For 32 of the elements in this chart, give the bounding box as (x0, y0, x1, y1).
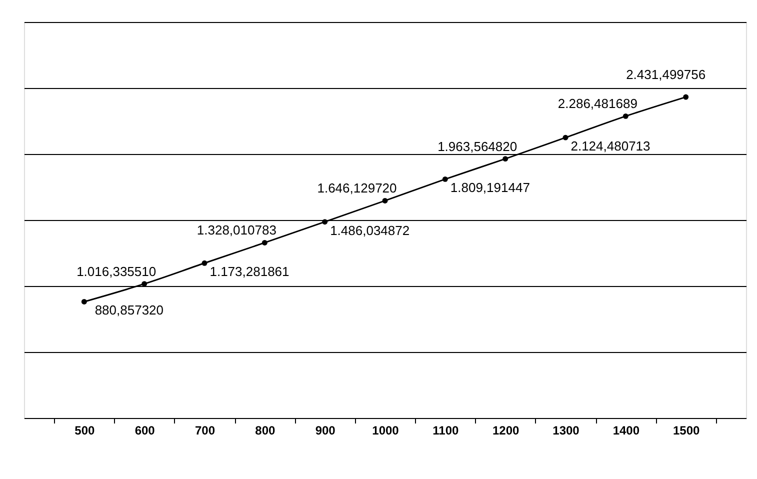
data-label: 1.963,564820 (438, 138, 518, 154)
point (442, 176, 448, 182)
point (262, 240, 268, 246)
data-label: 880,857320 (94, 302, 164, 318)
data-label: 1.328,010783 (196, 222, 276, 238)
x-tick-label: 900 (315, 424, 336, 438)
x-tick-label: 600 (134, 424, 156, 438)
data-label: 2.124,480713 (570, 138, 650, 154)
point (502, 156, 508, 162)
data-label: 1.016,335510 (76, 264, 156, 279)
point (81, 298, 87, 304)
x-tick-label: 800 (255, 424, 276, 438)
x-tick-label: 700 (194, 424, 216, 438)
x-tick-label: 1500 (672, 424, 700, 438)
point (202, 260, 208, 266)
data-label: 2.431,499756 (626, 67, 706, 82)
data-label: 1.809,191447 (450, 180, 530, 196)
x-tick-label: 500 (74, 424, 95, 438)
x-tick-label: 1200 (492, 424, 520, 438)
point (562, 134, 568, 140)
point (622, 113, 628, 119)
data-label: 1.646,129720 (317, 180, 397, 196)
x-tick-label: 1000 (372, 424, 400, 438)
x-tick-label: 1100 (432, 424, 460, 438)
x-tick-label: 1300 (552, 424, 580, 438)
data-label: 1.173,281861 (210, 264, 290, 280)
point (322, 219, 328, 225)
point (382, 198, 388, 204)
point (683, 94, 689, 100)
data-label: 2.286,481689 (558, 96, 638, 112)
data-label: 1.486,034872 (330, 222, 410, 238)
x-tick-label: 1400 (612, 424, 640, 438)
